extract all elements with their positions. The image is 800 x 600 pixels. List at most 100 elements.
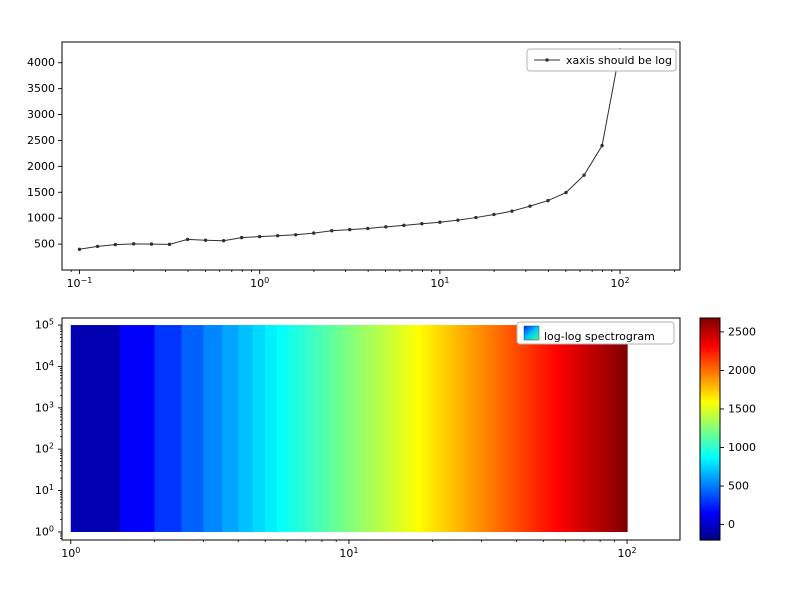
colorbar-cell bbox=[700, 369, 720, 373]
mesh-cell bbox=[615, 325, 617, 532]
mesh-cell bbox=[603, 325, 606, 532]
mesh-cell bbox=[558, 325, 560, 532]
colorbar-cell bbox=[700, 347, 720, 351]
mesh-cell bbox=[533, 325, 536, 532]
top-x-tick-label: 100 bbox=[250, 276, 269, 290]
bottom-axes: 100 101 102 100 101 102 103 104 105 log-log spect… bbox=[35, 317, 681, 560]
colorbar-cell bbox=[700, 454, 720, 458]
mesh-cell bbox=[595, 325, 597, 532]
mesh-cell bbox=[591, 325, 593, 532]
mesh-cell bbox=[569, 325, 571, 532]
mesh-cell bbox=[621, 325, 623, 532]
mesh-cell bbox=[375, 325, 382, 532]
colorbar-cell bbox=[700, 449, 720, 452]
mesh-cell bbox=[586, 325, 588, 532]
colorbar-cell bbox=[700, 523, 720, 526]
mesh-cell bbox=[119, 325, 156, 532]
mesh-cell bbox=[553, 325, 556, 532]
data-point-marker bbox=[294, 233, 298, 237]
mesh-cell bbox=[511, 325, 514, 532]
colorbar-cell bbox=[700, 406, 720, 410]
colorbar-cell bbox=[700, 404, 720, 408]
colorbar-cell bbox=[700, 393, 720, 397]
mesh-cell bbox=[401, 325, 407, 532]
mesh-cell bbox=[589, 325, 591, 532]
mesh-cell bbox=[573, 325, 575, 532]
mesh-cell bbox=[370, 325, 377, 532]
colorbar-cell bbox=[700, 427, 720, 430]
colorbar-cell bbox=[700, 466, 720, 469]
colorbar-cell bbox=[700, 388, 720, 391]
mesh-cell bbox=[587, 325, 589, 532]
top-axes: 10−1 100 101 102 500 1000 1500 2000 2500 3000 3500… bbox=[27, 41, 681, 290]
mesh-cell bbox=[525, 325, 528, 532]
colorbar-cell bbox=[700, 473, 720, 476]
mesh-cell bbox=[620, 325, 623, 532]
bottom-y-tick-label: 102 bbox=[35, 442, 54, 456]
colorbar-cell bbox=[700, 362, 720, 365]
colorbar-frame bbox=[699, 317, 721, 541]
colorbar-cell bbox=[700, 397, 720, 400]
colorbar-cell bbox=[700, 436, 720, 439]
mesh-cell bbox=[457, 325, 461, 532]
colorbar-cell bbox=[700, 414, 720, 417]
mesh-cell bbox=[551, 325, 554, 532]
colorbar-cell bbox=[700, 471, 720, 474]
colorbar-cell bbox=[700, 330, 720, 334]
mesh-cell bbox=[360, 325, 367, 532]
colorbar-cell bbox=[700, 336, 720, 339]
data-point-marker bbox=[582, 173, 586, 177]
data-point-marker bbox=[77, 247, 82, 251]
mesh-cell bbox=[506, 325, 510, 532]
colorbar-cell bbox=[700, 334, 720, 338]
colorbar-cell bbox=[700, 510, 720, 513]
colorbar-cell bbox=[700, 429, 720, 432]
mesh-cell bbox=[584, 325, 587, 532]
colorbar-cell bbox=[700, 443, 720, 447]
mesh-cell bbox=[594, 325, 597, 532]
colorbar-cell bbox=[700, 488, 720, 491]
colorbar-cell bbox=[700, 364, 720, 367]
colorbar-cell bbox=[700, 484, 720, 487]
colorbar-cell bbox=[700, 319, 720, 323]
data-point-marker bbox=[546, 198, 550, 203]
mesh-cell bbox=[477, 325, 481, 532]
mesh-cell bbox=[365, 325, 372, 532]
mesh-cell bbox=[559, 325, 561, 532]
mesh-cell bbox=[449, 325, 453, 532]
colorbar-cell bbox=[700, 532, 720, 536]
mesh-cell bbox=[526, 325, 529, 532]
mesh-cell bbox=[550, 325, 553, 532]
mesh-cell bbox=[530, 325, 533, 532]
top-y-tick-label: 3500 bbox=[27, 82, 55, 95]
mesh-cell bbox=[446, 325, 451, 532]
colorbar-cell bbox=[700, 425, 720, 428]
colorbar-cell bbox=[700, 345, 720, 349]
colorbar-cell bbox=[700, 351, 720, 354]
bottom-x-tick-label: 101 bbox=[339, 546, 358, 560]
mesh-cell bbox=[489, 325, 492, 532]
colorbar-cell bbox=[700, 332, 720, 336]
mesh-cell bbox=[625, 325, 628, 532]
mesh-cell bbox=[602, 325, 604, 532]
mesh-cell bbox=[570, 325, 572, 532]
mesh-cell bbox=[605, 325, 608, 532]
mesh-cell bbox=[544, 325, 547, 532]
mesh-cell bbox=[466, 325, 470, 532]
data-point-marker bbox=[438, 220, 442, 224]
colorbar-cell bbox=[700, 519, 720, 523]
mesh-cell bbox=[468, 325, 472, 532]
mesh-cell bbox=[473, 325, 477, 532]
mesh-cell bbox=[380, 325, 386, 532]
mesh-cell bbox=[485, 325, 489, 532]
colorbar-cell bbox=[700, 353, 720, 356]
mesh-cell bbox=[568, 325, 570, 532]
bottom-axes-frame bbox=[61, 317, 681, 541]
data-point-marker bbox=[185, 237, 190, 242]
colorbar-cell bbox=[700, 360, 720, 363]
colorbar-cell bbox=[700, 475, 720, 478]
mesh-cell bbox=[598, 325, 600, 532]
colorbar-cell bbox=[700, 503, 720, 506]
colorbar-cell bbox=[700, 434, 720, 437]
mesh-cell bbox=[265, 325, 278, 532]
